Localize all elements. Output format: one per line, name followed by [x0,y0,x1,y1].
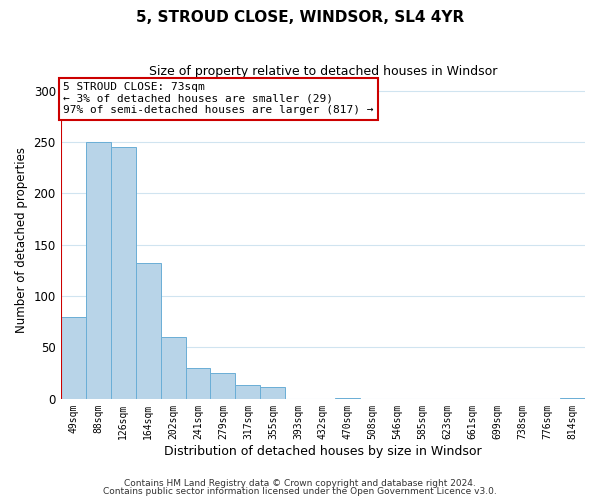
Bar [136,264,161,399]
Text: Contains public sector information licensed under the Open Government Licence v3: Contains public sector information licen… [103,487,497,496]
Text: Contains HM Land Registry data © Crown copyright and database right 2024.: Contains HM Land Registry data © Crown c… [124,478,476,488]
Title: Size of property relative to detached houses in Windsor: Size of property relative to detached ho… [149,65,497,78]
Bar [110,148,136,399]
Bar [185,368,211,399]
Text: 5 STROUD CLOSE: 73sqm
← 3% of detached houses are smaller (29)
97% of semi-detac: 5 STROUD CLOSE: 73sqm ← 3% of detached h… [63,82,374,116]
Y-axis label: Number of detached properties: Number of detached properties [15,146,28,332]
X-axis label: Distribution of detached houses by size in Windsor: Distribution of detached houses by size … [164,444,482,458]
Bar [86,142,110,399]
Bar [560,398,585,399]
Bar [161,337,185,399]
Bar [335,398,360,399]
Bar [211,373,235,399]
Bar [260,386,286,399]
Bar [235,386,260,399]
Text: 5, STROUD CLOSE, WINDSOR, SL4 4YR: 5, STROUD CLOSE, WINDSOR, SL4 4YR [136,10,464,25]
Bar [61,316,86,399]
